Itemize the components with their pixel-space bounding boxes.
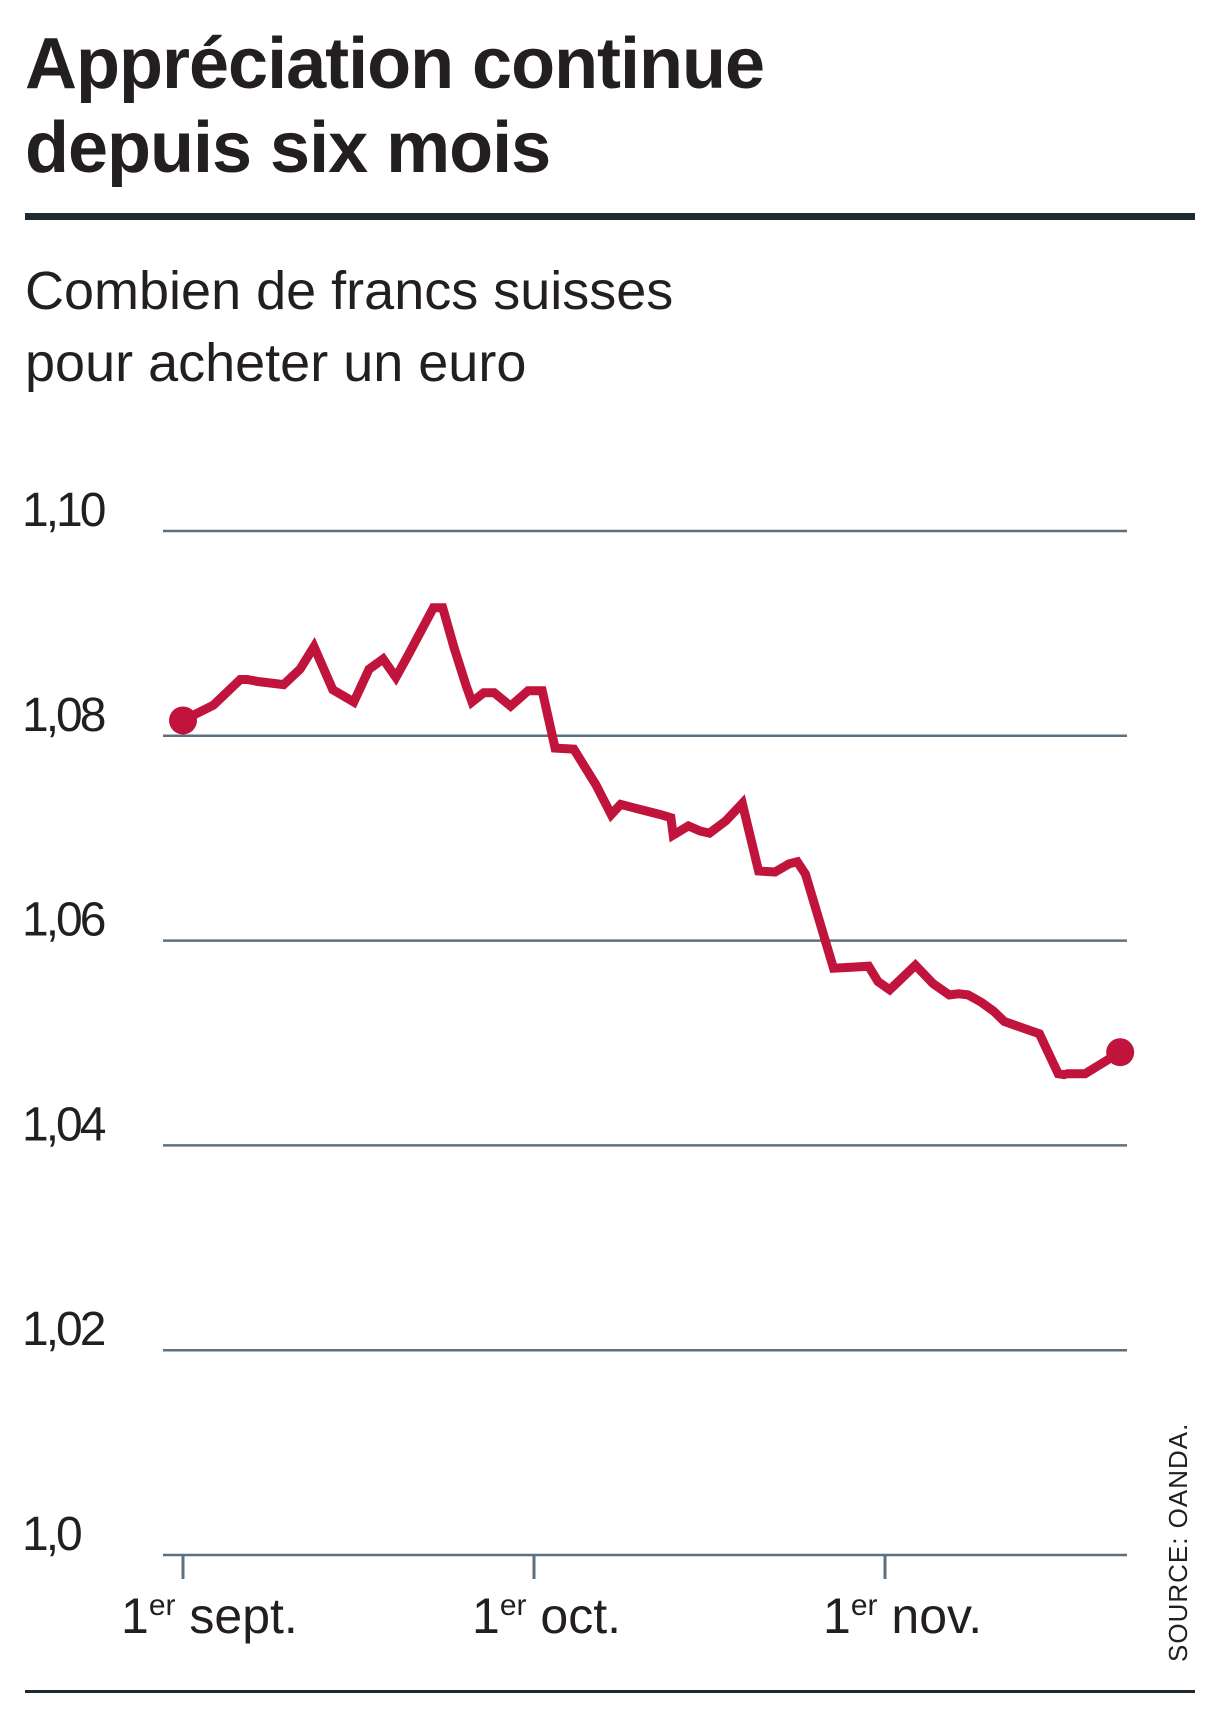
- x-tick-label-text: nov.: [878, 1588, 983, 1644]
- x-tick-label-prefix: 1: [823, 1588, 851, 1644]
- x-tick-label-text: oct.: [527, 1588, 621, 1644]
- y-tick-label: 1,0: [22, 1508, 81, 1561]
- chart-title-line-1: Appréciation continue: [25, 24, 765, 104]
- y-tick-label: 1,10: [22, 484, 105, 537]
- chart-title-line-2: depuis six mois: [25, 108, 551, 188]
- x-tick-label-superscript: er: [851, 1589, 878, 1622]
- start-point-marker: [169, 706, 197, 735]
- top-rule: [25, 213, 1195, 220]
- y-tick-labels: 1,10 1,08 1,06 1,04 1,02 1,0: [22, 484, 109, 1561]
- chart-subtitle-line-1: Combien de francs suisses: [25, 261, 674, 321]
- chart-title: Appréciation continue depuis six mois: [25, 22, 1175, 190]
- x-tick-label-prefix: 1: [121, 1588, 149, 1644]
- x-tick-label-text: sept.: [176, 1588, 298, 1644]
- grid-lines: [163, 529, 1127, 1557]
- source-note: SOURCE: OANDA.: [1163, 1423, 1193, 1662]
- x-tick-label-superscript: er: [149, 1589, 176, 1622]
- y-tick-label: 1,04: [22, 1098, 106, 1151]
- y-tick-label: 1,08: [22, 689, 105, 742]
- x-tick-label: 1er nov.: [823, 1588, 982, 1644]
- end-point-marker: [1106, 1038, 1135, 1067]
- x-tick-label: 1er oct.: [472, 1588, 621, 1644]
- x-tick-label: 1er sept.: [121, 1588, 298, 1644]
- series-line: [180, 603, 1123, 1080]
- x-tick-label-superscript: er: [500, 1589, 527, 1622]
- y-tick-label: 1,02: [22, 1303, 105, 1356]
- chart-subtitle: Combien de francs suisses pour acheter u…: [25, 255, 673, 399]
- x-tick-label-prefix: 1: [472, 1588, 500, 1644]
- chart-subtitle-line-2: pour acheter un euro: [25, 333, 527, 393]
- x-axis: 1er sept. 1er oct. 1er nov.: [121, 1555, 982, 1644]
- series-layer: [169, 603, 1135, 1080]
- bottom-rule: [25, 1690, 1195, 1693]
- y-tick-label: 1,06: [22, 894, 105, 947]
